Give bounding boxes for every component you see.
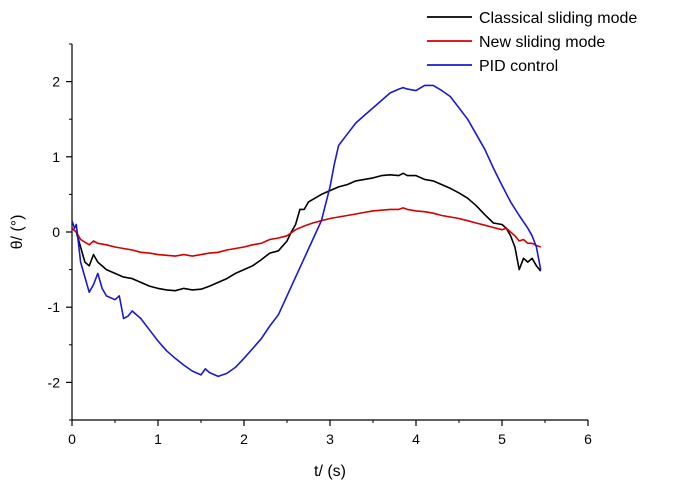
y-tick-label: 1 xyxy=(52,149,60,165)
axes: 0 1 2 3 4 5 6 -2 -1 0 1 2 xyxy=(48,43,592,447)
series-line-2 xyxy=(71,84,542,378)
x-tick-label: 3 xyxy=(326,431,334,447)
legend-label: Classical sliding mode xyxy=(479,10,637,27)
x-tick-label: 6 xyxy=(584,431,592,447)
series-line-1 xyxy=(71,207,541,257)
y-tick-label: 0 xyxy=(52,224,60,240)
y-axis-title: θ/ (°) xyxy=(9,215,26,250)
x-tick-label: 1 xyxy=(154,431,162,447)
series-line-0 xyxy=(71,172,542,292)
x-tick-label: 2 xyxy=(240,431,248,447)
y-tick-label: -1 xyxy=(48,299,61,315)
x-tick-label: 5 xyxy=(498,431,506,447)
legend-label: New sliding mode xyxy=(479,34,605,51)
x-axis-ticks: 0 1 2 3 4 5 6 xyxy=(68,420,592,447)
x-tick-label: 4 xyxy=(412,431,420,447)
y-tick-label: 2 xyxy=(52,74,60,90)
x-tick-label: 0 xyxy=(68,431,76,447)
x-axis-title: t/ (s) xyxy=(314,463,346,480)
y-axis-ticks: -2 -1 0 1 2 xyxy=(48,43,72,421)
legend: Classical sliding mode New sliding mode PI… xyxy=(427,10,637,75)
legend-label: PID control xyxy=(479,58,558,75)
series-layer xyxy=(71,84,542,378)
y-tick-label: -2 xyxy=(48,374,61,390)
